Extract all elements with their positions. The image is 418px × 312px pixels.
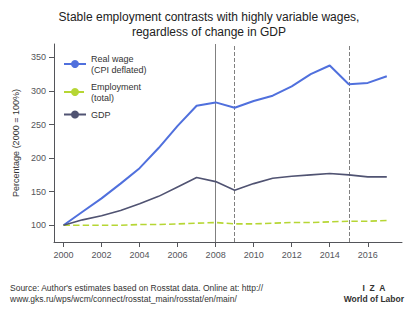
svg-text:Stable employment contrasts wi: Stable employment contrasts with highly … [59,10,360,24]
svg-text:2004: 2004 [130,250,150,260]
svg-text:2006: 2006 [168,250,188,260]
svg-text:Employment: Employment [91,82,142,92]
svg-text:300: 300 [31,86,46,96]
svg-text:2010: 2010 [244,250,264,260]
svg-text:250: 250 [31,120,46,130]
svg-text:350: 350 [31,52,46,62]
svg-text:Percentage (2000 = 100%): Percentage (2000 = 100%) [11,89,21,197]
svg-text:Real wage: Real wage [91,54,134,64]
svg-text:2002: 2002 [92,250,112,260]
svg-text:I Z A: I Z A [362,283,385,293]
svg-text:regardless of change in GDP: regardless of change in GDP [132,25,286,39]
svg-text:100: 100 [31,220,46,230]
svg-text:2014: 2014 [320,250,340,260]
svg-text:2000: 2000 [53,250,73,260]
svg-text:World of Labor: World of Labor [344,294,405,304]
svg-text:www.gks.ru/wps/wcm/connect/ros: www.gks.ru/wps/wcm/connect/rosstat_main/… [9,294,237,304]
svg-text:2008: 2008 [206,250,226,260]
svg-text:Source: Author's estimates bas: Source: Author's estimates based on Ross… [10,283,264,293]
svg-text:2016: 2016 [358,250,378,260]
svg-text:200: 200 [31,153,46,163]
svg-text:GDP: GDP [91,110,111,120]
svg-text:2012: 2012 [282,250,302,260]
svg-text:150: 150 [31,187,46,197]
svg-text:(CPI deflated): (CPI deflated) [91,65,147,75]
svg-text:(total): (total) [91,93,114,103]
